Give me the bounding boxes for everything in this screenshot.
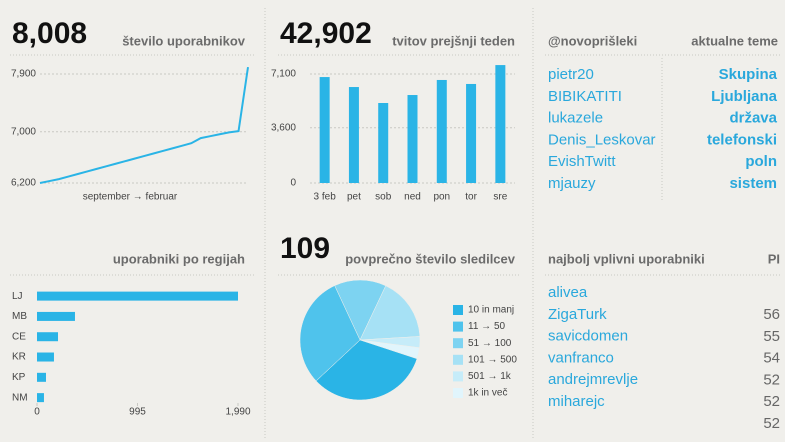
- user-link: miharejc: [548, 393, 605, 410]
- pie-slice: [334, 279, 387, 341]
- panel-title: najbolj vplivni uporabniki: [548, 251, 705, 266]
- topic-link: telefonski: [707, 131, 777, 148]
- bar: [37, 332, 59, 342]
- bar: [407, 95, 418, 183]
- x-tick-label: 3 feb: [314, 192, 337, 203]
- user-link: Denis_Leskovar: [548, 131, 656, 148]
- bar: [37, 311, 75, 321]
- y-tick-label: KP: [12, 372, 26, 383]
- user-link: vanfranco: [548, 349, 614, 366]
- user-link: andrejmrevlje: [548, 371, 638, 388]
- y-tick-label: 7,000: [11, 126, 36, 137]
- user-link: alivea: [548, 284, 588, 301]
- bar: [436, 79, 447, 183]
- topic-link: poln: [745, 153, 777, 170]
- y-tick-label: LJ: [12, 291, 23, 302]
- topic-link: sistem: [729, 175, 777, 192]
- bar: [37, 352, 54, 362]
- y-tick-label: 6,200: [11, 178, 36, 189]
- x-tick-label: sob: [375, 192, 392, 203]
- bar: [319, 77, 330, 183]
- panel-title: povprečno število sledilcev: [345, 251, 516, 266]
- panel-title: aktualne teme: [691, 33, 778, 48]
- x-axis-label: september → februar: [83, 192, 178, 203]
- y-tick-label: 3,600: [271, 122, 296, 133]
- topic-link: Ljubljana: [711, 88, 777, 105]
- topic-link: Skupina: [719, 66, 778, 83]
- x-tick-label: pon: [433, 192, 450, 203]
- bar: [466, 83, 477, 183]
- legend-swatch: [453, 388, 463, 398]
- x-tick-label: sre: [493, 192, 507, 203]
- user-link: EvishTwitt: [548, 153, 616, 170]
- headline: 8,008: [12, 17, 87, 50]
- score: 52: [763, 415, 780, 432]
- user-link: mjauzy: [548, 175, 596, 192]
- bar: [495, 65, 506, 183]
- bar: [37, 372, 46, 382]
- user-link: ZigaTurk: [548, 306, 607, 323]
- score: 54: [763, 350, 780, 367]
- y-tick-label: 0: [290, 178, 296, 189]
- legend-label: 10 in manj: [468, 305, 514, 316]
- column-title: PI: [768, 251, 780, 266]
- y-tick-label: MB: [12, 311, 27, 322]
- x-tick-label: pet: [347, 192, 361, 203]
- y-tick-label: NM: [12, 392, 28, 403]
- bar: [348, 87, 359, 183]
- user-link: lukazele: [548, 110, 603, 127]
- legend-label: 51 → 100: [468, 338, 512, 349]
- y-tick-label: 7,100: [271, 69, 296, 80]
- x-tick-label: ned: [404, 192, 421, 203]
- pie-slice: [359, 285, 421, 341]
- bar: [378, 103, 389, 183]
- y-tick-label: KR: [12, 352, 26, 363]
- x-tick-label: 1,990: [225, 407, 250, 418]
- panel-title: tvitov prejšnji teden: [392, 33, 515, 48]
- x-tick-label: 995: [129, 407, 146, 418]
- line: [39, 66, 249, 184]
- topic-link: država: [729, 110, 777, 127]
- x-tick-label: 0: [34, 407, 40, 418]
- legend-swatch: [453, 305, 463, 315]
- score: 52: [763, 371, 780, 388]
- x-tick-label: tor: [465, 192, 477, 203]
- score: 55: [763, 328, 780, 345]
- user-link: savicdomen: [548, 328, 628, 345]
- bar: [37, 393, 44, 403]
- y-tick-label: CE: [12, 331, 26, 342]
- y-tick-label: 7,900: [11, 69, 36, 80]
- legend-swatch: [453, 321, 463, 332]
- bar: [37, 291, 238, 301]
- user-link: pietr20: [548, 66, 594, 83]
- legend-label: 11 → 50: [468, 321, 505, 332]
- panel-title: število uporabnikov: [122, 33, 246, 48]
- panel-title: uporabniki po regijah: [113, 251, 245, 266]
- headline: 42,902: [280, 17, 372, 50]
- user-link: BIBIKATITI: [548, 88, 622, 105]
- legend-swatch: [453, 338, 463, 349]
- panel-title: @novoprišleki: [548, 33, 637, 48]
- score: 52: [763, 393, 780, 410]
- legend-label: 501 → 1k: [468, 371, 512, 382]
- legend-label: 101 → 500: [468, 354, 517, 365]
- score: 56: [763, 306, 780, 323]
- headline: 109: [280, 232, 330, 265]
- pie-slice: [299, 285, 361, 382]
- legend-swatch: [453, 371, 463, 382]
- legend-label: 1k in več: [468, 388, 507, 399]
- legend-swatch: [453, 354, 463, 365]
- pie-slice: [315, 339, 418, 401]
